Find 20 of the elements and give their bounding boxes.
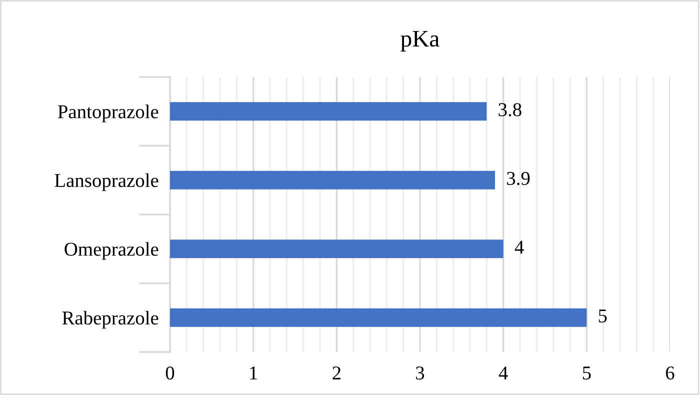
x-tick-label: 5 [582,366,591,380]
data-label: 3.9 [507,172,530,186]
y-tick-label: Omeprazole [64,242,158,260]
x-tick-label: 0 [166,366,174,380]
y-tick-label: Pantoprazole [58,104,158,122]
bar [170,308,587,327]
data-label: 3.8 [498,103,522,116]
chart-title: pKa [400,30,440,52]
data-label: 5 [598,310,607,322]
bar [170,240,504,258]
x-tick-label: 4 [498,366,508,380]
y-tick-label: Lansoprazole [54,173,158,192]
data-label: 4 [514,240,524,254]
bar [170,170,495,190]
x-tick-label: 2 [332,366,340,380]
x-tick-label: 1 [250,366,258,380]
x-tick-label: 6 [666,366,674,380]
x-tick-label: 3 [416,366,424,380]
y-tick-label: Rabeprazole [62,310,158,329]
bar [170,102,487,121]
